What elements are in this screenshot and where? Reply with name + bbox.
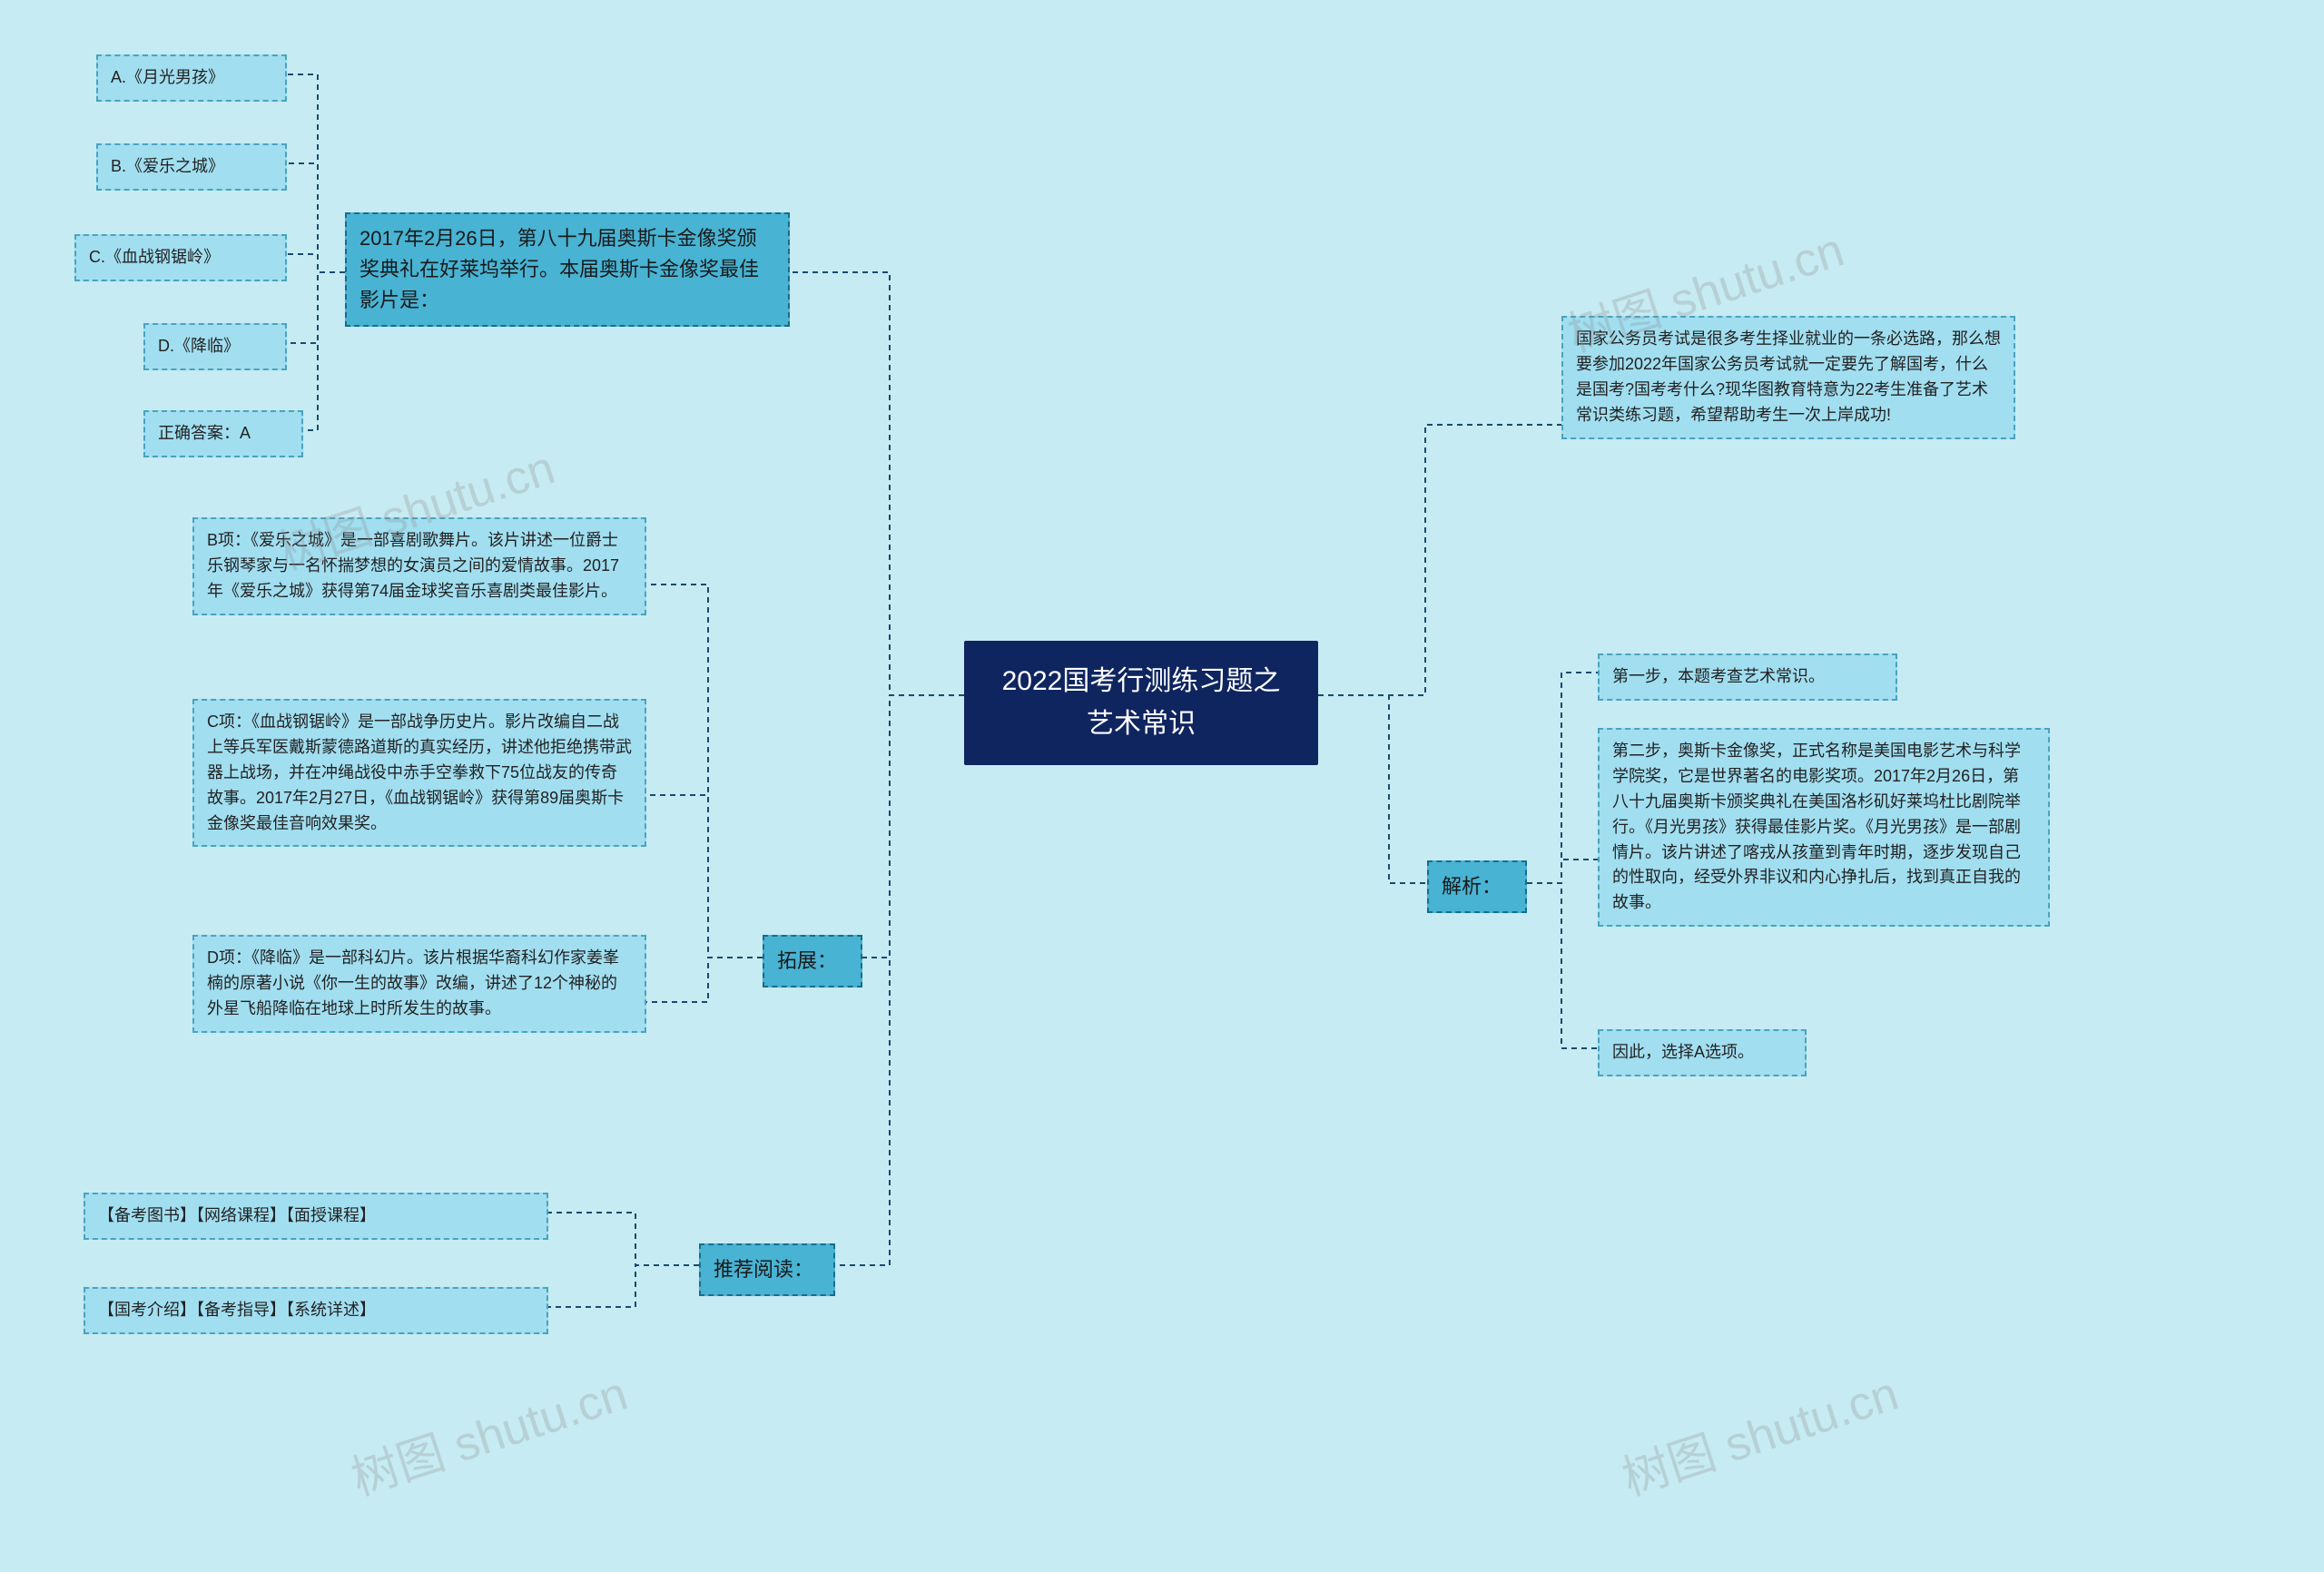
analysis-label: 解析： — [1427, 860, 1527, 913]
expand-d-text: D项：《降临》是一部科幻片。该片根据华裔科幻作家姜峯楠的原著小说《你一生的故事》… — [207, 948, 619, 1017]
option-b: B.《爱乐之城》 — [96, 143, 287, 191]
analysis-step1: 第一步，本题考查艺术常识。 — [1598, 653, 1897, 701]
intro-text: 国家公务员考试是很多考生择业就业的一条必选路，那么想要参加2022年国家公务员考… — [1576, 329, 2001, 424]
analysis-step2-text: 第二步，奥斯卡金像奖，正式名称是美国电影艺术与科学学院奖，它是世界著名的电影奖项… — [1612, 742, 2021, 911]
correct-answer: 正确答案：A — [143, 410, 303, 457]
center-node: 2022国考行测练习题之艺术常识 — [964, 641, 1318, 765]
recommend-2: 【国考介绍】【备考指导】【系统详述】 — [84, 1287, 548, 1334]
recommend-2-text: 【国考介绍】【备考指导】【系统详述】 — [98, 1301, 376, 1319]
question-text: 2017年2月26日，第八十九届奥斯卡金像奖颁奖典礼在好莱坞举行。本届奥斯卡金像… — [359, 227, 759, 311]
analysis-step2: 第二步，奥斯卡金像奖，正式名称是美国电影艺术与科学学院奖，它是世界著名的电影奖项… — [1598, 728, 2050, 927]
option-d: D.《降临》 — [143, 323, 287, 370]
question-node: 2017年2月26日，第八十九届奥斯卡金像奖颁奖典礼在好莱坞举行。本届奥斯卡金像… — [345, 212, 790, 327]
recommend-1: 【备考图书】【网络课程】【面授课程】 — [84, 1193, 548, 1240]
analysis-conclusion-text: 因此，选择A选项。 — [1612, 1043, 1754, 1061]
intro-node: 国家公务员考试是很多考生择业就业的一条必选路，那么想要参加2022年国家公务员考… — [1561, 316, 2015, 439]
option-a-text: A.《月光男孩》 — [111, 68, 224, 86]
expand-label-text: 拓展： — [777, 949, 837, 972]
center-text: 2022国考行测练习题之艺术常识 — [1002, 666, 1281, 739]
analysis-conclusion: 因此，选择A选项。 — [1598, 1029, 1807, 1076]
expand-c: C项：《血战钢锯岭》是一部战争历史片。影片改编自二战上等兵军医戴斯蒙德路道斯的真… — [192, 699, 646, 847]
analysis-step1-text: 第一步，本题考查艺术常识。 — [1612, 667, 1825, 685]
expand-b-text: B项：《爱乐之城》是一部喜剧歌舞片。该片讲述一位爵士乐钢琴家与一名怀揣梦想的女演… — [207, 531, 619, 600]
analysis-label-text: 解析： — [1442, 875, 1502, 898]
option-b-text: B.《爱乐之城》 — [111, 157, 224, 175]
option-c: C.《血战钢锯岭》 — [74, 234, 287, 281]
option-c-text: C.《血战钢锯岭》 — [89, 248, 220, 266]
expand-b: B项：《爱乐之城》是一部喜剧歌舞片。该片讲述一位爵士乐钢琴家与一名怀揣梦想的女演… — [192, 517, 646, 615]
option-d-text: D.《降临》 — [158, 337, 240, 355]
expand-label: 拓展： — [763, 935, 862, 987]
recommend-1-text: 【备考图书】【网络课程】【面授课程】 — [98, 1206, 376, 1224]
correct-answer-text: 正确答案：A — [158, 424, 251, 442]
recommend-label-text: 推荐阅读： — [714, 1258, 813, 1281]
expand-c-text: C项：《血战钢锯岭》是一部战争历史片。影片改编自二战上等兵军医戴斯蒙德路道斯的真… — [207, 712, 632, 832]
watermark: 树图 shutu.cn — [341, 1355, 635, 1508]
option-a: A.《月光男孩》 — [96, 54, 287, 102]
recommend-label: 推荐阅读： — [699, 1243, 835, 1296]
expand-d: D项：《降临》是一部科幻片。该片根据华裔科幻作家姜峯楠的原著小说《你一生的故事》… — [192, 935, 646, 1033]
watermark: 树图 shutu.cn — [1612, 1355, 1905, 1508]
